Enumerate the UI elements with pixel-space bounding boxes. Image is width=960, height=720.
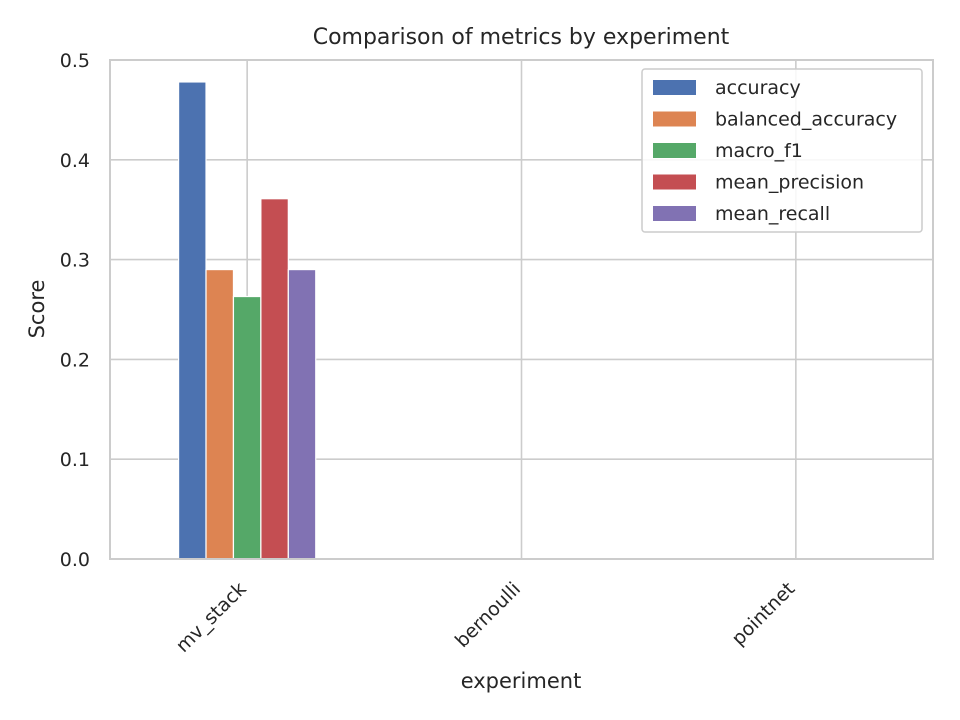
y-tick-label: 0.5 bbox=[60, 50, 90, 72]
legend-swatch bbox=[653, 206, 696, 221]
legend-label: accuracy bbox=[715, 77, 801, 99]
x-tick-label: bernoulli bbox=[451, 578, 525, 652]
bar-macro-f1 bbox=[232, 295, 262, 560]
y-tick-label: 0.4 bbox=[60, 150, 90, 172]
legend-swatch bbox=[653, 80, 696, 95]
bar-mean-recall bbox=[287, 268, 317, 560]
legend-label: macro_f1 bbox=[715, 140, 803, 162]
plot-area-frame bbox=[109, 59, 934, 560]
legend-label: balanced_accuracy bbox=[715, 109, 897, 131]
legend-label: mean_precision bbox=[715, 172, 864, 194]
bars bbox=[177, 81, 317, 560]
legend: accuracy balanced_accuracy macro_f1 mean_pr… bbox=[641, 68, 923, 233]
y-tick-label: 0.1 bbox=[60, 449, 90, 471]
y-tick-label: 0.0 bbox=[60, 549, 90, 571]
y-tick-label: 0.2 bbox=[60, 349, 90, 371]
x-tick-label: mv_stack bbox=[172, 578, 251, 657]
bar-mean-precision bbox=[260, 198, 289, 560]
x-axis-ticks: mv_stack bernoulli pointnet bbox=[172, 578, 800, 657]
bar-balanced-accuracy bbox=[205, 268, 235, 560]
legend-swatch bbox=[653, 174, 696, 190]
x-axis-label: experiment bbox=[461, 669, 582, 693]
legend-box bbox=[641, 68, 923, 233]
legend-swatch bbox=[653, 111, 696, 127]
chart-title: Comparison of metrics by experiment bbox=[313, 25, 730, 50]
x-tick-label: pointnet bbox=[727, 578, 799, 650]
y-axis-label: Score bbox=[25, 280, 49, 339]
legend-swatch bbox=[653, 143, 696, 158]
y-axis-ticks: 0.0 0.1 0.2 0.3 0.4 0.5 bbox=[60, 50, 90, 571]
legend-label: mean_recall bbox=[715, 203, 830, 225]
y-tick-label: 0.3 bbox=[60, 250, 90, 272]
bar-accuracy bbox=[177, 81, 207, 560]
